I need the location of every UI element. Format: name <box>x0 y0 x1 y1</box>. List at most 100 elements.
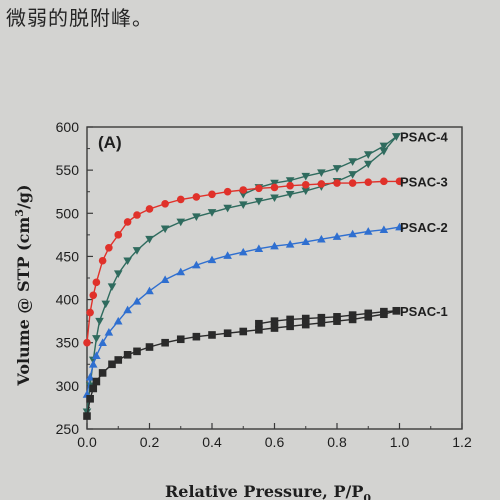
adsorption-point <box>333 317 341 325</box>
adsorption-point <box>192 213 201 222</box>
adsorption-point <box>270 183 279 192</box>
x-axis: 0.0 0.2 0.4 0.6 0.8 1.0 1.2 <box>77 423 472 450</box>
y-axis: 250 300 350 400 450 500 550 600 <box>56 119 93 437</box>
adsorption-point <box>285 191 295 199</box>
adsorption-point <box>364 178 373 187</box>
desorption-point <box>348 311 357 319</box>
adsorption-point <box>270 241 279 250</box>
adsorption-point <box>114 231 123 239</box>
adsorption-point <box>101 300 111 309</box>
adsorption-point <box>98 369 107 377</box>
adsorption-point <box>379 147 389 156</box>
adsorption-point <box>208 190 216 199</box>
adsorption-point <box>95 317 104 326</box>
adsorption-point <box>223 187 232 196</box>
desorption-point <box>317 313 326 322</box>
adsorption-point <box>192 332 201 341</box>
series-labels: PSAC-4 PSAC-3 PSAC-2 PSAC-1 <box>400 129 448 318</box>
adsorption-point <box>104 328 114 336</box>
x-axis-label: Relative Pressure, P/P0 <box>165 482 371 500</box>
x-tick-label: 0.4 <box>202 434 222 450</box>
desorption-point <box>332 165 342 173</box>
adsorption-point <box>317 319 326 327</box>
adsorption-line <box>86 136 397 412</box>
adsorption-point <box>348 179 357 187</box>
adsorption-point <box>223 329 232 338</box>
adsorption-point <box>113 270 123 278</box>
series-label: PSAC-3 <box>400 174 448 189</box>
y-axis-label-main: Volume @ STP (cm <box>14 217 33 387</box>
adsorption-point <box>88 359 98 368</box>
series-label: PSAC-4 <box>400 129 448 144</box>
adsorption-point <box>160 225 170 234</box>
adsorption-point <box>348 229 357 238</box>
adsorption-point <box>192 193 201 201</box>
adsorption-point <box>83 412 91 420</box>
adsorption-point <box>176 218 186 227</box>
desorption-point <box>348 158 357 166</box>
adsorption-point <box>176 195 185 204</box>
adsorption-point <box>207 255 217 264</box>
adsorption-point <box>255 184 263 193</box>
desorption-point <box>286 315 294 324</box>
adsorption-point <box>123 305 132 314</box>
adsorption-point <box>223 204 232 213</box>
series-psac-1 <box>83 306 401 420</box>
adsorption-point <box>132 296 142 305</box>
adsorption-point <box>380 177 388 186</box>
adsorption-point <box>239 327 248 336</box>
desorption-point <box>363 151 373 159</box>
adsorption-point <box>108 360 116 369</box>
adsorption-point <box>133 211 141 219</box>
adsorption-point <box>270 194 279 203</box>
adsorption-point <box>395 177 404 186</box>
adsorption-point <box>333 179 341 187</box>
adsorption-point <box>92 278 101 287</box>
x-tick-label: 0.6 <box>265 434 285 450</box>
desorption-point <box>301 314 310 323</box>
adsorption-point <box>192 260 201 269</box>
series-label: PSAC-2 <box>400 220 448 235</box>
adsorption-point <box>85 372 95 381</box>
x-tick-label: 0.8 <box>327 434 347 450</box>
adsorption-point <box>92 335 101 343</box>
adsorption-point <box>160 275 170 284</box>
x-tick-label: 0.0 <box>77 434 97 450</box>
adsorption-point <box>123 350 132 359</box>
adsorption-point <box>133 347 141 356</box>
adsorption-point <box>114 356 123 364</box>
x-axis-label-sub: 0 <box>363 492 371 500</box>
adsorption-point <box>86 395 94 403</box>
adsorption-point <box>208 331 216 339</box>
adsorption-point <box>317 180 326 188</box>
x-tick-label: 1.0 <box>390 434 410 450</box>
adsorption-point <box>238 201 248 209</box>
adsorption-point <box>98 338 107 347</box>
adsorption-point <box>286 181 294 190</box>
x-tick-label: 0.2 <box>140 434 160 450</box>
y-axis-label-sup: 3 <box>13 209 26 217</box>
x-axis-label-main: Relative Pressure, P/P <box>165 482 363 500</box>
adsorption-point <box>132 247 142 255</box>
adsorption-point <box>98 256 107 265</box>
adsorption-point <box>239 186 248 194</box>
desorption-point <box>270 179 279 188</box>
caption-text: 微弱的脱附峰。 <box>6 6 153 30</box>
adsorption-point <box>123 257 132 266</box>
y-tick-label: 400 <box>56 292 80 308</box>
adsorption-point <box>207 209 217 217</box>
adsorption-point <box>89 384 98 393</box>
y-tick-label: 600 <box>56 119 80 135</box>
adsorption-point <box>145 205 154 213</box>
y-axis-label: Volume @ STP (cm3/g) <box>13 184 33 386</box>
y-tick-label: 250 <box>56 421 80 437</box>
desorption-point <box>285 177 295 185</box>
adsorption-point <box>161 199 169 208</box>
series-layer <box>82 133 404 420</box>
adsorption-point <box>301 187 311 196</box>
adsorption-point <box>238 247 248 256</box>
adsorption-point <box>363 160 373 169</box>
adsorption-line <box>86 310 397 417</box>
adsorption-point <box>145 343 154 351</box>
